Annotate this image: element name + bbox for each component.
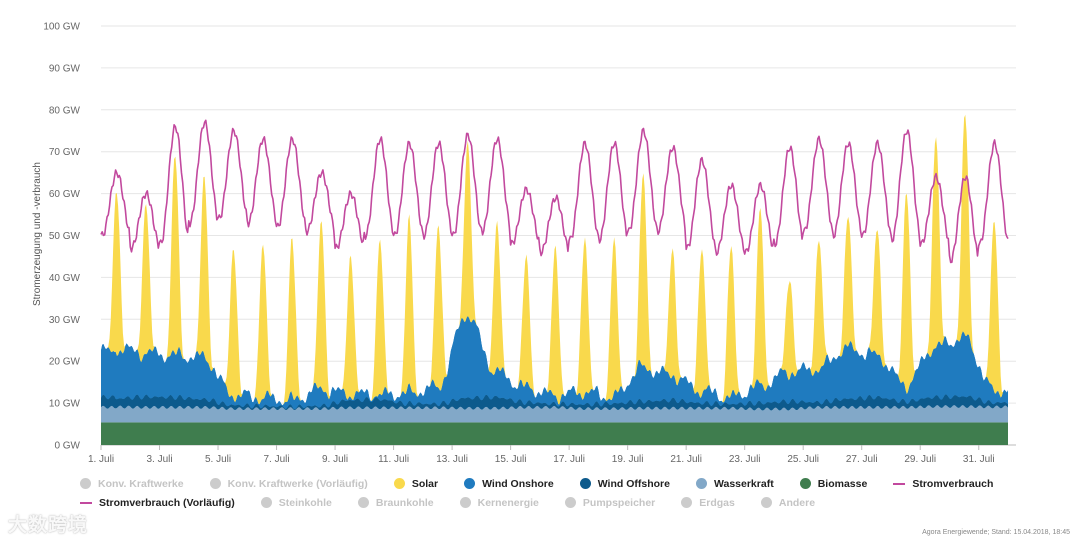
area-solar <box>101 114 1008 406</box>
area-overlay-wind-onshore <box>101 316 1008 410</box>
legend-label: Wind Offshore <box>597 477 670 490</box>
legend-item-stromverbrauch-vorläufig[interactable]: Stromverbrauch (Vorläufig) <box>80 497 235 509</box>
area-biomasse <box>101 422 1008 445</box>
x-tick-label: 1. Juli <box>88 454 114 465</box>
x-tick-label: 21. Juli <box>670 454 702 465</box>
legend-label: Stromverbrauch (Vorläufig) <box>99 496 235 509</box>
legend-symbol <box>80 501 92 504</box>
legend-label: Konv. Kraftwerke <box>98 477 184 490</box>
y-tick-label: 50 GW <box>49 231 81 242</box>
x-axis-ticks: 1. Juli 3. Juli 5. Juli 7. Juli 9. Juli 11. J… <box>88 445 995 465</box>
x-tick-label: 11. Juli <box>378 454 409 465</box>
legend-label: Andere <box>778 496 816 509</box>
legend-item-konv-kraftwerke-vorläufig[interactable]: Konv. Kraftwerke (Vorläufig) <box>209 477 368 490</box>
legend-symbol <box>393 478 405 489</box>
y-tick-label: 80 GW <box>49 105 81 116</box>
area-overlay-wind-offshore <box>101 394 1008 411</box>
y-tick-label: 10 GW <box>49 399 81 410</box>
x-tick-label: 15. Juli <box>495 454 527 465</box>
x-tick-label: 29. Juli <box>904 454 936 465</box>
x-tick-label: 31. Juli <box>963 454 995 465</box>
x-tick-label: 25. Juli <box>787 454 819 465</box>
y-tick-label: 20 GW <box>49 357 81 368</box>
legend-label: Wasserkraft <box>713 477 774 490</box>
legend-label: Braunkohle <box>375 496 434 509</box>
credit-text: Agora Energiewende; Stand: 15.04.2018, 1… <box>922 529 1070 536</box>
y-axis-label: Stromerzeugung und -verbrauch <box>32 162 43 306</box>
y-tick-label: 100 GW <box>43 22 80 33</box>
legend-item-steinkohle[interactable]: Steinkohle <box>260 496 332 509</box>
legend-label: Steinkohle <box>278 496 332 509</box>
legend-symbol <box>695 478 707 489</box>
legend-label: Erdgas <box>699 496 735 509</box>
legend-item-erdgas[interactable]: Erdgas <box>681 497 735 509</box>
legend-symbol <box>681 497 693 508</box>
area-wasserkraft <box>101 405 1008 423</box>
x-tick-label: 3. Juli <box>146 454 172 465</box>
legend-row-1: Konv. Kraftwerke Konv. Kraftwerke (Vorläu… <box>80 474 1040 493</box>
x-tick-label: 23. Juli <box>729 454 761 465</box>
x-tick-label: 7. Juli <box>263 454 289 465</box>
legend-symbol <box>564 497 576 508</box>
line-stromverbrauch <box>100 119 1009 264</box>
legend-item-andere[interactable]: Andere <box>760 496 816 509</box>
consumption-line <box>100 119 1009 264</box>
legend-item-braunkohle[interactable]: Braunkohle <box>357 496 434 509</box>
legend-label: Pumpspeicher <box>582 496 656 509</box>
legend-symbol <box>357 497 369 508</box>
legend: Konv. Kraftwerke Konv. Kraftwerke (Vorläu… <box>80 474 1040 512</box>
y-tick-label: 60 GW <box>49 189 81 200</box>
legend-symbol <box>260 497 272 508</box>
legend-item-kernenergie[interactable]: Kernenergie <box>459 496 539 509</box>
y-tick-label: 0 GW <box>54 441 80 452</box>
x-tick-label: 19. Juli <box>612 454 644 465</box>
legend-label: Konv. Kraftwerke (Vorläufig) <box>227 477 368 490</box>
legend-item-solar[interactable]: Solar <box>393 477 439 490</box>
legend-symbol <box>459 497 471 508</box>
legend-symbol <box>760 497 772 508</box>
legend-label: Solar <box>411 477 439 490</box>
y-tick-label: 70 GW <box>49 147 81 158</box>
stacked-areas <box>101 114 1008 445</box>
legend-symbol <box>579 478 591 489</box>
legend-symbol <box>464 478 476 489</box>
legend-item-wind-offshore[interactable]: Wind Offshore <box>579 477 670 490</box>
y-tick-label: 30 GW <box>49 315 81 326</box>
legend-symbol <box>799 478 811 489</box>
x-tick-label: 13. Juli <box>436 454 468 465</box>
legend-item-wasserkraft[interactable]: Wasserkraft <box>695 477 774 490</box>
legend-label: Biomasse <box>817 477 868 490</box>
x-tick-label: 5. Juli <box>205 454 231 465</box>
y-tick-label: 40 GW <box>49 273 81 284</box>
legend-label: Kernenergie <box>477 496 539 509</box>
legend-item-wind-onshore[interactable]: Wind Onshore <box>464 478 554 490</box>
legend-item-stromverbrauch[interactable]: Stromverbrauch <box>893 478 993 490</box>
legend-label: Stromverbrauch <box>912 477 994 490</box>
x-tick-label: 27. Juli <box>846 454 878 465</box>
legend-symbol <box>893 482 906 485</box>
y-axis-ticks: 0 GW 10 GW 20 GW 30 GW 40 GW 50 GW 60 GW 70 GW 8… <box>43 22 80 452</box>
legend-row-2: Stromverbrauch (Vorläufig) Steinkohle Brau… <box>80 493 1040 512</box>
x-tick-label: 17. Juli <box>553 454 585 465</box>
legend-symbol <box>80 478 91 489</box>
legend-item-biomasse[interactable]: Biomasse <box>799 477 868 490</box>
y-tick-label: 90 GW <box>49 63 81 74</box>
x-tick-label: 9. Juli <box>322 454 348 465</box>
legend-label: Wind Onshore <box>482 477 554 490</box>
legend-item-konv-kraftwerke[interactable]: Konv. Kraftwerke <box>80 478 184 490</box>
watermark-logo: 大数跨境 <box>8 515 89 536</box>
legend-symbol <box>209 478 221 489</box>
legend-item-pumpspeicher[interactable]: Pumpspeicher <box>564 496 656 509</box>
